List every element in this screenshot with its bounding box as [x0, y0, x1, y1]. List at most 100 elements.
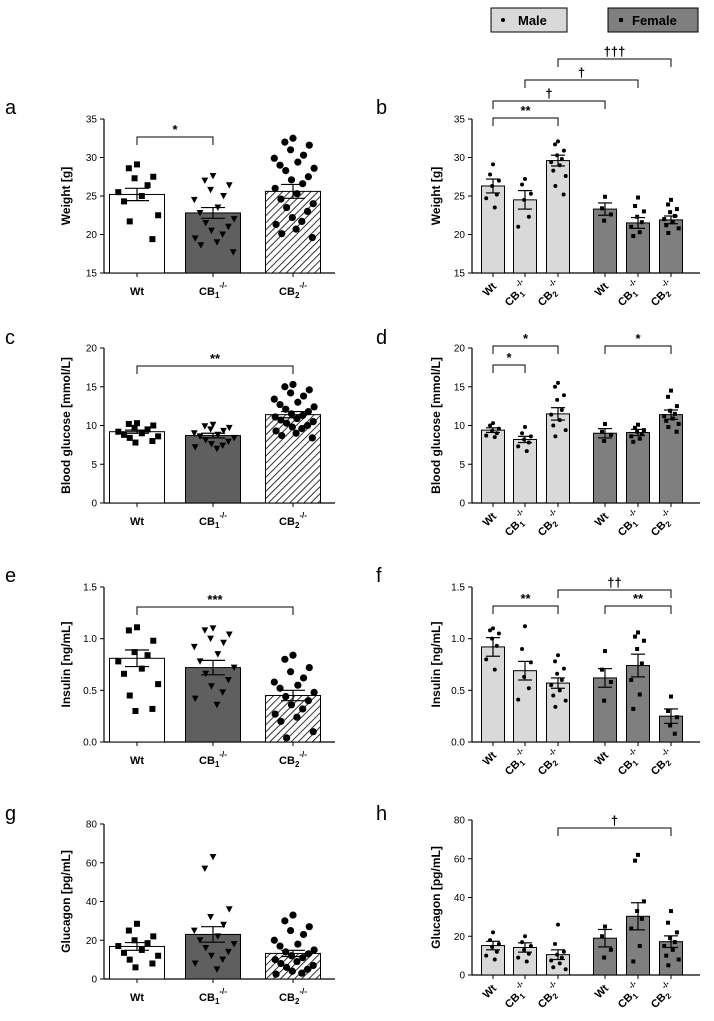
data-point [666, 920, 671, 925]
data-point [149, 960, 156, 967]
x-tick-label: CB1-/- [612, 277, 645, 310]
data-point [674, 930, 679, 935]
y-tick-label: 20 [454, 344, 466, 355]
data-point [126, 434, 133, 441]
significance-bracket [492, 117, 559, 126]
data-point [144, 652, 151, 659]
data-point [310, 688, 318, 697]
panel-label: e [5, 565, 16, 587]
x-tick-label-sub: 1 [518, 991, 528, 1001]
data-point [286, 146, 295, 154]
x-tick-label-base: CB [199, 755, 215, 767]
x-tick-label: Wt [481, 510, 500, 529]
data-point [115, 658, 122, 665]
data-point [559, 955, 564, 960]
data-point [289, 651, 297, 659]
x-tick-label-base: Wt [593, 982, 612, 1001]
data-point [523, 934, 527, 939]
data-point [134, 161, 140, 168]
data-point [635, 429, 640, 434]
data-point [287, 701, 296, 709]
x-tick-label: CB1-/- [499, 746, 532, 779]
data-point [635, 909, 640, 914]
y-axis-label: Weight [g] [59, 167, 73, 225]
significance-bracket [136, 365, 294, 374]
data-point [308, 434, 316, 442]
data-point [207, 635, 214, 643]
significance-bracket [492, 364, 526, 373]
data-point [196, 209, 204, 217]
data-point [556, 380, 560, 385]
x-tick-label-base: CB [199, 286, 215, 298]
x-tick-label-sup: -/- [299, 511, 307, 520]
data-point [492, 205, 497, 210]
x-tick-label-base: CB [199, 992, 215, 1004]
data-point [553, 942, 558, 946]
data-point [520, 182, 525, 187]
data-point [523, 624, 527, 629]
data-point [288, 967, 296, 975]
x-tick-label-sub: 1 [631, 758, 641, 768]
data-point [636, 195, 640, 200]
data-point [126, 218, 133, 225]
data-point [299, 180, 307, 188]
data-point [131, 937, 138, 944]
data-point [282, 166, 290, 175]
data-point [281, 917, 289, 925]
x-tick-label-sub: 2 [551, 758, 561, 768]
y-axis-label: Glucagon [pg/mL] [429, 846, 443, 949]
data-point [496, 426, 501, 431]
data-point [125, 927, 132, 934]
panel-label: d [376, 327, 387, 349]
data-point [271, 710, 279, 718]
x-tick-label-sub: 2 [551, 289, 561, 299]
x-tick-label-sub: 2 [295, 521, 300, 530]
data-point [676, 957, 681, 962]
x-tick-label-sub: 1 [518, 519, 528, 529]
significance-label: ** [520, 591, 531, 606]
data-point [523, 425, 527, 430]
significance-label: *** [207, 592, 223, 607]
data-point [608, 947, 613, 952]
data-point [602, 218, 607, 223]
x-tick-label: Wt [593, 280, 612, 299]
y-tick-label: 25 [86, 192, 98, 203]
data-point [276, 400, 284, 409]
x-tick-label-base: CB [279, 286, 295, 298]
data-point [286, 389, 295, 397]
y-tick-label: 1.5 [83, 583, 97, 594]
data-point [553, 659, 558, 664]
data-point [631, 959, 636, 964]
data-point [202, 670, 210, 678]
y-tick-label: 20 [454, 230, 466, 241]
data-point [191, 695, 199, 702]
data-point [492, 957, 497, 962]
x-tick-label-sup: -/- [627, 746, 639, 758]
x-tick-label-sup: -/- [660, 277, 672, 289]
x-tick-label-sup: -/- [660, 979, 672, 991]
data-point [134, 920, 140, 927]
significance-label: ** [520, 103, 531, 118]
data-point [287, 176, 296, 184]
y-tick-label: 0 [459, 971, 465, 982]
bar [109, 657, 165, 743]
x-tick-label-base: Wt [481, 280, 500, 299]
x-tick-label-sub: 1 [631, 991, 641, 1001]
data-point [553, 142, 558, 147]
significance-bracket [136, 136, 214, 145]
x-tick-label: CB2-/- [279, 281, 307, 300]
y-tick-label: 80 [86, 820, 98, 831]
x-tick-label-sup: -/- [299, 281, 307, 290]
data-point [516, 955, 521, 960]
data-point [666, 709, 671, 713]
data-point [664, 223, 669, 228]
significance-bracket [492, 100, 606, 109]
data-point [631, 706, 636, 711]
data-point [608, 432, 613, 437]
data-point [299, 151, 308, 159]
data-point [666, 202, 671, 207]
data-point [277, 717, 285, 725]
data-point [289, 911, 297, 919]
